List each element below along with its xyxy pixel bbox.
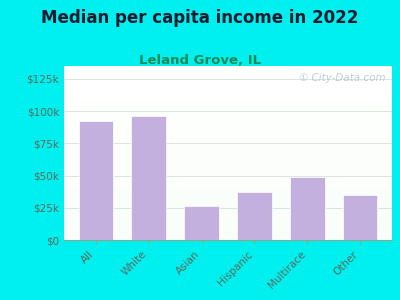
- Bar: [64, 144, 392, 153]
- Bar: [132, 116, 166, 240]
- Text: Median per capita income in 2022: Median per capita income in 2022: [41, 9, 359, 27]
- Bar: [184, 206, 219, 240]
- Bar: [64, 75, 392, 83]
- Bar: [64, 66, 392, 75]
- Bar: [64, 179, 392, 188]
- Bar: [64, 92, 392, 101]
- Text: ① City-Data.com: ① City-Data.com: [299, 73, 386, 83]
- Bar: [64, 188, 392, 197]
- Bar: [64, 162, 392, 170]
- Bar: [64, 205, 392, 214]
- Bar: [64, 153, 392, 162]
- Bar: [237, 192, 272, 240]
- Bar: [64, 231, 392, 240]
- Bar: [64, 196, 392, 205]
- Bar: [64, 136, 392, 144]
- Bar: [78, 122, 113, 240]
- Bar: [64, 127, 392, 136]
- Text: Leland Grove, IL: Leland Grove, IL: [139, 54, 261, 67]
- Bar: [64, 101, 392, 110]
- Bar: [64, 214, 392, 223]
- Bar: [64, 110, 392, 118]
- Bar: [343, 195, 378, 240]
- Bar: [64, 83, 392, 92]
- Bar: [64, 170, 392, 179]
- Bar: [290, 177, 324, 240]
- Bar: [64, 118, 392, 127]
- Bar: [64, 223, 392, 231]
